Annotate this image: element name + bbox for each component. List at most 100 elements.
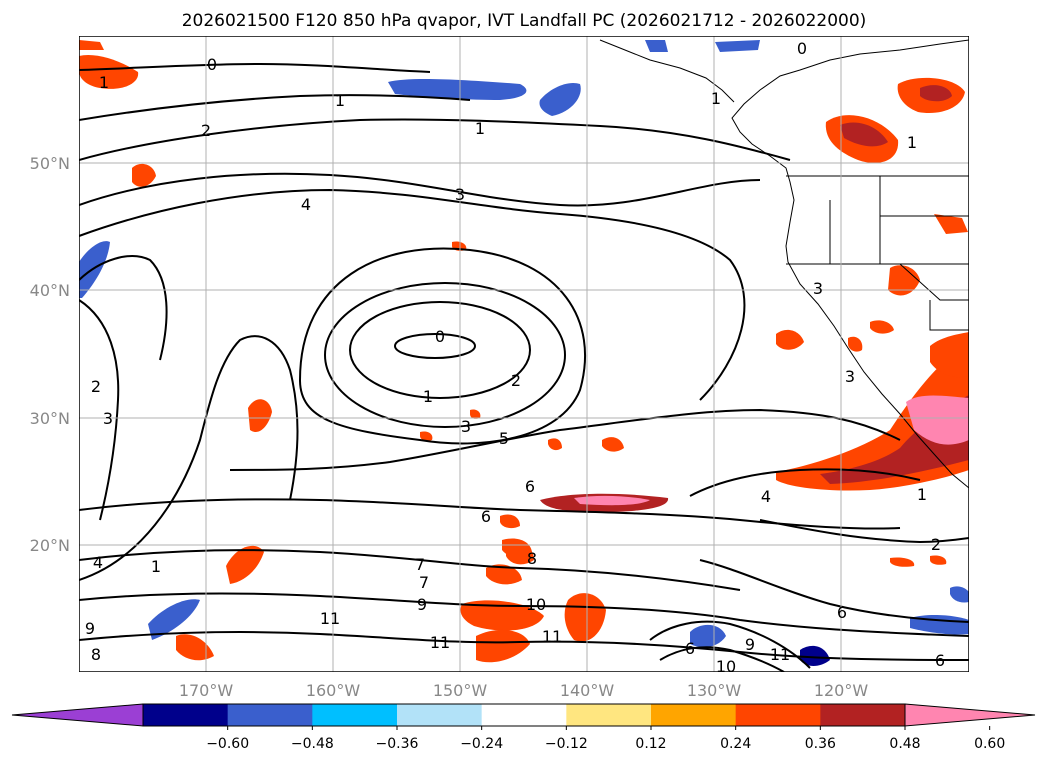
colorbar-tick-label: 0.48 (889, 736, 920, 752)
positive-anomaly-patch (79, 40, 104, 50)
colorbar-segment (143, 704, 229, 726)
contour-label: 1 (423, 387, 433, 406)
positive-anomaly-patch (470, 409, 481, 419)
positive-anomaly-patch (906, 395, 969, 445)
negative-anomaly-patch (539, 82, 581, 116)
contour-3 (299, 247, 586, 445)
positive-anomaly-patch (930, 555, 947, 565)
latitude-labels: 50°N 40°N 30°N 20°N (30, 154, 70, 555)
contour-label: 1 (335, 91, 345, 110)
colorbar: −0.60 −0.48 −0.36 −0.24 −0.12 0.12 0.24 0.36 0.4… (11, 703, 1036, 752)
contour-label: 1 (151, 557, 161, 576)
positive-anomaly-patch (602, 437, 624, 452)
positive-anomaly-patch (500, 514, 520, 529)
colorbar-tick-label: −0.24 (460, 736, 503, 752)
contour-2-west (79, 255, 168, 361)
colorbar-tick-label: −0.36 (376, 736, 419, 752)
colorbar-tick-label: −0.12 (545, 736, 588, 752)
colorbar-tick-label: −0.60 (206, 736, 249, 752)
colorbar-extend-max (904, 703, 1036, 727)
negative-anomaly-patch (950, 586, 969, 603)
colorbar-segment (227, 704, 313, 726)
contour-2-east (759, 519, 969, 543)
contour-label: 1 (475, 119, 485, 138)
contour-label: 1 (917, 485, 927, 504)
contour-label: 4 (761, 487, 771, 506)
negative-anomaly-patch (715, 40, 760, 52)
contour-6-east (699, 559, 969, 623)
positive-anomaly-patch (548, 438, 562, 451)
positive-anomaly-patch (930, 332, 969, 378)
shaded-field (79, 40, 969, 666)
positive-anomaly-patch (564, 593, 606, 642)
contour-0-north (79, 63, 431, 73)
contour-label: 0 (435, 327, 445, 346)
positive-anomaly-patch (132, 163, 156, 187)
contour-label: 9 (85, 619, 95, 638)
contour-10-south (659, 646, 785, 672)
contour-2 (324, 282, 566, 428)
contour-labels: 0 1 2 3 3 4 5 2 1 0 1 1 0 1 1 4 1 2 3 9 … (85, 39, 945, 676)
contour-label: 2 (91, 377, 101, 396)
contour-label: 6 (481, 507, 491, 526)
contour-11 (79, 631, 969, 661)
contour-5 (229, 409, 901, 471)
colorbar-segment (397, 704, 483, 726)
negative-anomaly-patch (148, 599, 200, 640)
negative-anomaly-patch (690, 624, 726, 648)
lon-label: 150°W (433, 681, 488, 700)
coastlines (599, 39, 969, 489)
contour-label: 1 (99, 73, 109, 92)
lat-label: 20°N (30, 536, 70, 555)
contour-label: 6 (525, 477, 535, 496)
colorbar-tick-label: 0.60 (974, 736, 1005, 752)
positive-anomaly-patch (574, 495, 650, 506)
map-panel: 0 1 2 3 3 4 5 2 1 0 1 1 0 1 1 4 1 2 3 9 … (79, 36, 969, 676)
contour-label: 3 (103, 409, 113, 428)
contour-9-south (649, 620, 811, 669)
positive-anomaly-patch (226, 545, 264, 584)
positive-anomaly-patch (934, 214, 968, 234)
contour-label: 7 (415, 555, 425, 574)
contour-label: 10 (716, 657, 736, 676)
lon-label: 120°W (814, 681, 869, 700)
colorbar-segment (735, 704, 821, 726)
colorbar-segment (566, 704, 652, 726)
contour-label: 2 (511, 371, 521, 390)
positive-anomaly-patch (420, 431, 433, 441)
colorbar-tick-label: 0.24 (720, 736, 751, 752)
colorbar-tick-label: 0.12 (635, 736, 666, 752)
negative-anomaly-patch (79, 241, 110, 298)
contour-label: 2 (931, 535, 941, 554)
colorbar-tick-label: 0.36 (805, 736, 836, 752)
contour-label: 9 (745, 635, 755, 654)
colorbar-segment (820, 704, 906, 726)
contour-label: 3 (813, 279, 823, 298)
contour-label: 3 (461, 417, 471, 436)
contour-label: 11 (320, 609, 340, 628)
lat-label: 30°N (30, 409, 70, 428)
colorbar-tick-label: −0.48 (291, 736, 334, 752)
positive-anomaly-patch (79, 54, 139, 89)
contour-3-north (79, 172, 761, 207)
lon-label: 170°W (179, 681, 234, 700)
positive-anomaly-patch (888, 265, 920, 296)
colorbar-segment (312, 704, 398, 726)
contour-label: 7 (419, 573, 429, 592)
positive-anomaly-patch (776, 329, 804, 350)
contour-label: 4 (301, 195, 311, 214)
colorbar-segments (11, 703, 1036, 727)
contour-4-south (79, 335, 299, 581)
positive-anomaly-patch (820, 395, 969, 484)
positive-anomaly-patch (920, 85, 952, 102)
contour-label: 10 (526, 595, 546, 614)
lon-label: 140°W (560, 681, 615, 700)
contour-0 (394, 333, 476, 359)
contour-label: 3 (845, 367, 855, 386)
contour-4 (79, 189, 746, 401)
positive-anomaly-patch (890, 557, 915, 567)
contour-label: 6 (685, 639, 695, 658)
contour-label: 0 (797, 39, 807, 58)
gridlines (79, 36, 969, 672)
